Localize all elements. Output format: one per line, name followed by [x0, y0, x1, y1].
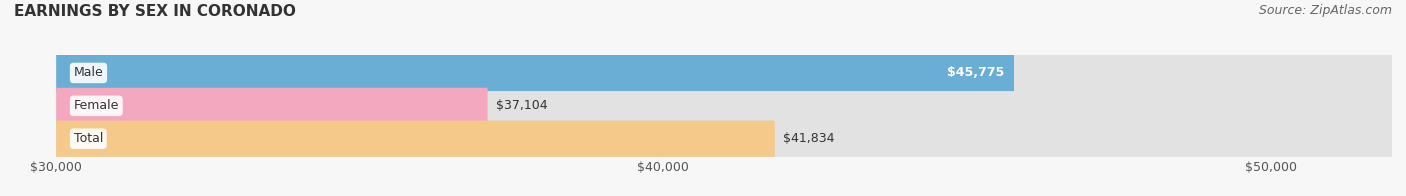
Text: Total: Total — [73, 132, 103, 145]
Text: Source: ZipAtlas.com: Source: ZipAtlas.com — [1258, 4, 1392, 17]
FancyBboxPatch shape — [56, 55, 1392, 91]
Text: $45,775: $45,775 — [948, 66, 1005, 79]
FancyBboxPatch shape — [56, 88, 488, 124]
FancyBboxPatch shape — [56, 88, 1392, 124]
Text: $41,834: $41,834 — [783, 132, 834, 145]
FancyBboxPatch shape — [56, 121, 1392, 157]
Text: Female: Female — [73, 99, 120, 112]
Text: Male: Male — [73, 66, 104, 79]
FancyBboxPatch shape — [56, 121, 775, 157]
FancyBboxPatch shape — [56, 55, 1014, 91]
Text: $37,104: $37,104 — [495, 99, 547, 112]
Text: EARNINGS BY SEX IN CORONADO: EARNINGS BY SEX IN CORONADO — [14, 4, 295, 19]
